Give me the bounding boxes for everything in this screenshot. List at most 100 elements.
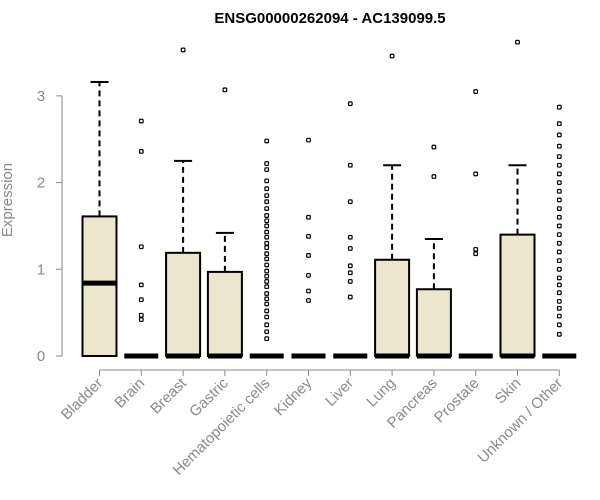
outlier-point	[556, 240, 562, 246]
outlier-point	[556, 180, 562, 186]
box-lung	[374, 53, 411, 359]
outlier-point	[556, 162, 562, 168]
outlier-point	[473, 251, 479, 257]
box-rect	[81, 215, 118, 357]
outlier-point	[306, 288, 311, 294]
box-unknown-other	[542, 104, 577, 359]
outlier-point	[264, 193, 270, 199]
outlier-point	[347, 246, 353, 251]
outlier-point	[347, 199, 353, 205]
x-tick-label: Bladder	[58, 375, 107, 424]
outlier-point	[138, 282, 144, 288]
outlier-point	[264, 186, 270, 192]
outlier-point	[306, 137, 311, 143]
outlier-point	[556, 214, 562, 220]
outlier-point	[556, 232, 562, 238]
outlier-point	[222, 87, 228, 93]
outlier-point	[264, 251, 270, 257]
outlier-point	[306, 298, 311, 303]
outlier-point	[264, 314, 270, 320]
outlier-point	[264, 178, 270, 184]
outlier-point	[264, 284, 270, 290]
outlier-point	[347, 270, 353, 276]
outlier-point	[138, 317, 144, 322]
outlier-point	[347, 263, 353, 269]
outlier-point	[138, 297, 144, 303]
outlier-point	[431, 174, 437, 179]
box-bladder	[81, 81, 118, 357]
box-rect	[206, 270, 243, 357]
outlier-point	[556, 206, 562, 212]
y-axis-label: Expression	[0, 163, 16, 237]
y-tick-label: 2	[37, 175, 45, 192]
outlier-point	[264, 296, 270, 302]
outlier-point	[180, 47, 186, 53]
outlier-point	[556, 275, 562, 281]
box-brain	[124, 118, 159, 359]
boxes-group	[81, 39, 577, 359]
outlier-point	[556, 290, 562, 296]
outlier-point	[556, 197, 562, 203]
box-gastric	[206, 87, 243, 359]
outlier-point	[556, 154, 562, 159]
box-rect	[499, 233, 536, 357]
box-rect	[165, 251, 202, 357]
y-axis: 0 1 2 3	[37, 88, 63, 365]
outlier-point	[556, 331, 562, 337]
outlier-point	[473, 246, 479, 252]
x-tick-label: Prostate	[431, 375, 483, 427]
outlier-point	[264, 256, 270, 262]
x-tick-label: Skin	[492, 375, 525, 408]
box-hematopoietic-cells	[249, 138, 284, 359]
outlier-point	[556, 258, 562, 264]
outlier-point	[264, 308, 270, 314]
box-rect	[415, 288, 452, 357]
outlier-point	[264, 301, 270, 307]
outlier-point	[389, 53, 395, 59]
x-tick-label: Brain	[111, 375, 148, 412]
x-tick-label: Kidney	[271, 374, 316, 419]
outlier-point	[347, 294, 353, 300]
outlier-point	[264, 240, 270, 246]
box-prostate	[458, 89, 493, 359]
outlier-point	[473, 171, 479, 177]
outlier-point	[556, 249, 562, 255]
outlier-point	[264, 279, 270, 284]
outlier-point	[138, 148, 144, 154]
outlier-point	[264, 273, 270, 279]
outlier-point	[515, 39, 520, 45]
outlier-point	[556, 188, 562, 194]
outlier-point	[306, 253, 311, 258]
outlier-point	[264, 161, 270, 166]
outlier-point	[138, 118, 144, 124]
outlier-point	[556, 266, 562, 272]
outlier-point	[264, 322, 270, 328]
outlier-point	[264, 329, 270, 335]
outlier-point	[264, 245, 270, 251]
outlier-point	[306, 214, 311, 220]
box-pancreas	[415, 144, 452, 359]
outlier-point	[347, 101, 353, 107]
box-kidney	[291, 137, 326, 359]
box-liver	[333, 101, 368, 359]
outlier-point	[264, 213, 270, 218]
outlier-point	[264, 206, 270, 212]
outlier-point	[556, 121, 562, 127]
x-tick-label: Liver	[322, 375, 357, 410]
outlier-point	[556, 171, 562, 177]
chart-title: ENSG00000262094 - AC139099.5	[214, 10, 445, 27]
y-tick-label: 3	[37, 88, 45, 105]
y-tick-label: 1	[37, 261, 45, 278]
outlier-point	[264, 223, 270, 229]
outlier-point	[306, 233, 311, 239]
outlier-point	[556, 143, 562, 149]
x-tick-label: Breast	[147, 374, 190, 417]
outlier-point	[347, 279, 353, 284]
outlier-point	[264, 138, 270, 144]
outlier-point	[264, 268, 270, 274]
outlier-point	[431, 144, 437, 150]
box-rect	[374, 258, 411, 357]
outlier-point	[556, 322, 562, 328]
outlier-point	[473, 89, 479, 94]
